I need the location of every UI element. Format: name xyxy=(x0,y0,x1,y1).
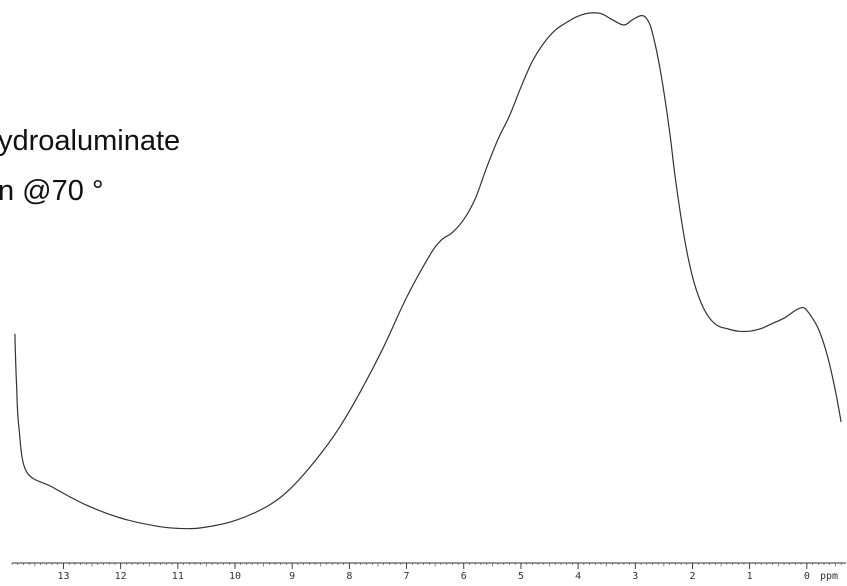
x-axis-tick-label: 3 xyxy=(632,571,638,582)
x-axis-tick-label: 8 xyxy=(346,571,352,582)
x-axis-tick-label: 13 xyxy=(57,571,69,582)
x-axis-minor-ticks xyxy=(11,563,842,567)
x-axis-tick-label: 2 xyxy=(689,571,695,582)
x-axis-tick-label: 10 xyxy=(229,571,241,582)
x-axis-tick-label: 1 xyxy=(747,571,753,582)
x-axis-tick-label: 4 xyxy=(575,571,581,582)
x-axis-tick-label: 5 xyxy=(518,571,524,582)
x-axis-tick-label: 9 xyxy=(289,571,295,582)
chart-title-line-2: n @70 ° xyxy=(0,175,104,207)
x-axis: 13 12 11 10 9 8 7 6 5 4 3 2 1 0 ppm xyxy=(11,562,846,582)
x-axis-tick-label: 6 xyxy=(461,571,467,582)
x-axis-major-ticks xyxy=(63,563,808,569)
spectrum-line xyxy=(14,12,842,530)
x-axis-tick-label: 12 xyxy=(115,571,127,582)
x-axis-tick-label: 11 xyxy=(172,571,184,582)
x-axis-unit-label: ppm xyxy=(820,571,838,582)
x-axis-tick-labels: 13 12 11 10 9 8 7 6 5 4 3 2 1 0 xyxy=(57,571,809,582)
x-axis-tick-label: 7 xyxy=(404,571,410,582)
x-axis-tick-label: 0 xyxy=(804,571,810,582)
chart-title-line-1: ydroaluminate xyxy=(0,125,180,157)
